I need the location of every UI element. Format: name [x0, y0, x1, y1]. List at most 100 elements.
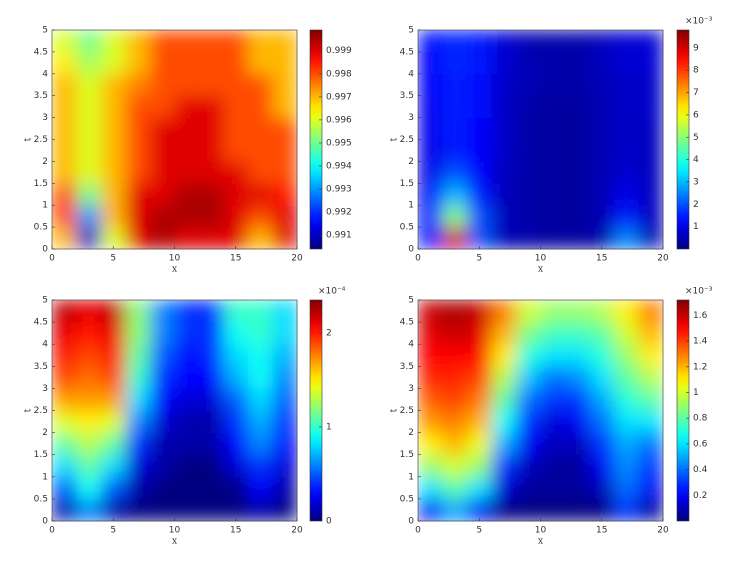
heatmap-cell	[150, 476, 175, 500]
x-tick-label: 0	[49, 526, 55, 536]
heatmap-cell	[614, 388, 639, 411]
y-tick-label: 2	[408, 428, 414, 438]
heatmap-cell	[248, 454, 273, 478]
heatmap-cell	[150, 454, 175, 478]
heatmap-cell	[540, 476, 566, 500]
heatmap-cell	[199, 95, 224, 119]
heatmap-cell	[491, 183, 517, 206]
heatmap-cell	[418, 432, 443, 456]
heatmap-cell	[516, 322, 541, 345]
x-tick-label: 5	[110, 526, 116, 536]
heatmap-cell	[467, 300, 492, 323]
heatmap-cell	[442, 476, 468, 500]
heatmap-cell	[540, 183, 566, 206]
x-tick-label: 5	[476, 254, 482, 264]
heatmap-cell	[418, 366, 443, 389]
heatmap-cell	[614, 205, 639, 228]
heatmap-cell	[272, 476, 298, 500]
heatmap-cell	[248, 161, 273, 184]
heatmap-cell	[638, 139, 664, 162]
y-tick-label: 2.5	[400, 135, 414, 145]
heatmap-cell	[516, 410, 541, 434]
heatmap-cell	[52, 366, 77, 389]
colorbar-tick-label: 1.4	[693, 337, 708, 347]
heatmap-cell	[52, 73, 77, 97]
heatmap-cell	[638, 117, 664, 140]
heatmap-cell	[418, 205, 443, 228]
heatmap-cell	[76, 139, 102, 162]
heatmap-cell	[565, 410, 590, 434]
heatmap-cell	[565, 476, 590, 500]
heatmap-cell	[516, 51, 541, 75]
heatmap-cell	[52, 432, 77, 456]
heatmap-cell	[516, 432, 541, 456]
heatmap-cell	[418, 117, 443, 140]
heatmap-cell	[272, 117, 298, 140]
heatmap-field	[418, 300, 664, 522]
heatmap-cell	[516, 366, 541, 389]
heatmap-cell	[565, 322, 590, 345]
y-tick-label: 2	[42, 428, 48, 438]
x-tick-label: 20	[291, 526, 303, 536]
heatmap-cell	[491, 205, 517, 228]
colorbar-tick-label: 0.6	[693, 439, 708, 449]
heatmap-cell	[565, 161, 590, 184]
y-tick-label: 5	[408, 296, 414, 306]
heatmap-cell	[125, 183, 151, 206]
colorbar-tick-label: 9	[693, 43, 699, 53]
heatmap-cell	[467, 498, 492, 522]
y-tick-label: 3	[42, 113, 48, 123]
heatmap-cell	[101, 95, 126, 119]
colorbar-tick-label: 0.992	[326, 208, 352, 218]
heatmap-cell	[565, 73, 590, 97]
y-tick-label: 1	[42, 201, 48, 211]
heatmap-cell	[125, 366, 151, 389]
heatmap-cell	[248, 205, 273, 228]
heatmap-field	[52, 300, 298, 522]
colorbar	[309, 29, 323, 250]
heatmap-cell	[52, 30, 77, 53]
x-tick-label: 10	[535, 526, 547, 536]
colorbar-tick-label: 5	[693, 133, 699, 143]
heatmap-cell	[76, 183, 102, 206]
y-tick-label: 2.5	[34, 406, 48, 416]
heatmap-cell	[638, 476, 664, 500]
heatmap-cell	[467, 476, 492, 500]
heatmap-cell	[199, 388, 224, 411]
heatmap-cell	[589, 139, 615, 162]
heatmap-cell	[248, 117, 273, 140]
heatmap-cell	[491, 227, 517, 250]
colorbar-tick-label: 0.997	[326, 92, 352, 102]
heatmap-cell	[248, 139, 273, 162]
heatmap-cell	[150, 300, 175, 323]
heatmap-cell	[589, 454, 615, 478]
heatmap-cell	[76, 161, 102, 184]
heatmap-cell	[565, 30, 590, 53]
heatmap-cell	[467, 322, 492, 345]
heatmap-cell	[223, 432, 249, 456]
heatmap-cell	[272, 344, 298, 367]
heatmap-cell	[125, 139, 151, 162]
heatmap-cell	[52, 161, 77, 184]
heatmap-cell	[125, 205, 151, 228]
heatmap-cell	[76, 388, 102, 411]
heatmap-cell	[223, 51, 249, 75]
heatmap-cell	[565, 139, 590, 162]
heatmap-cell	[174, 300, 200, 323]
heatmap-cell	[101, 205, 126, 228]
heatmap-cell	[272, 183, 298, 206]
x-tick-label: 15	[230, 526, 241, 536]
heatmap-cell	[199, 30, 224, 53]
heatmap-cell	[101, 51, 126, 75]
heatmap-cell	[442, 410, 468, 434]
heatmap-cell	[52, 139, 77, 162]
heatmap-cell	[272, 139, 298, 162]
heatmap-cell	[614, 139, 639, 162]
x-tick-label: 5	[476, 526, 482, 536]
y-tick-label: 5	[42, 296, 48, 306]
heatmap-cell	[516, 30, 541, 53]
heatmap-cell	[638, 498, 664, 522]
colorbar-tick-label: 1	[326, 422, 332, 432]
y-tick-label: 1.5	[400, 179, 414, 189]
heatmap-cell	[150, 161, 175, 184]
